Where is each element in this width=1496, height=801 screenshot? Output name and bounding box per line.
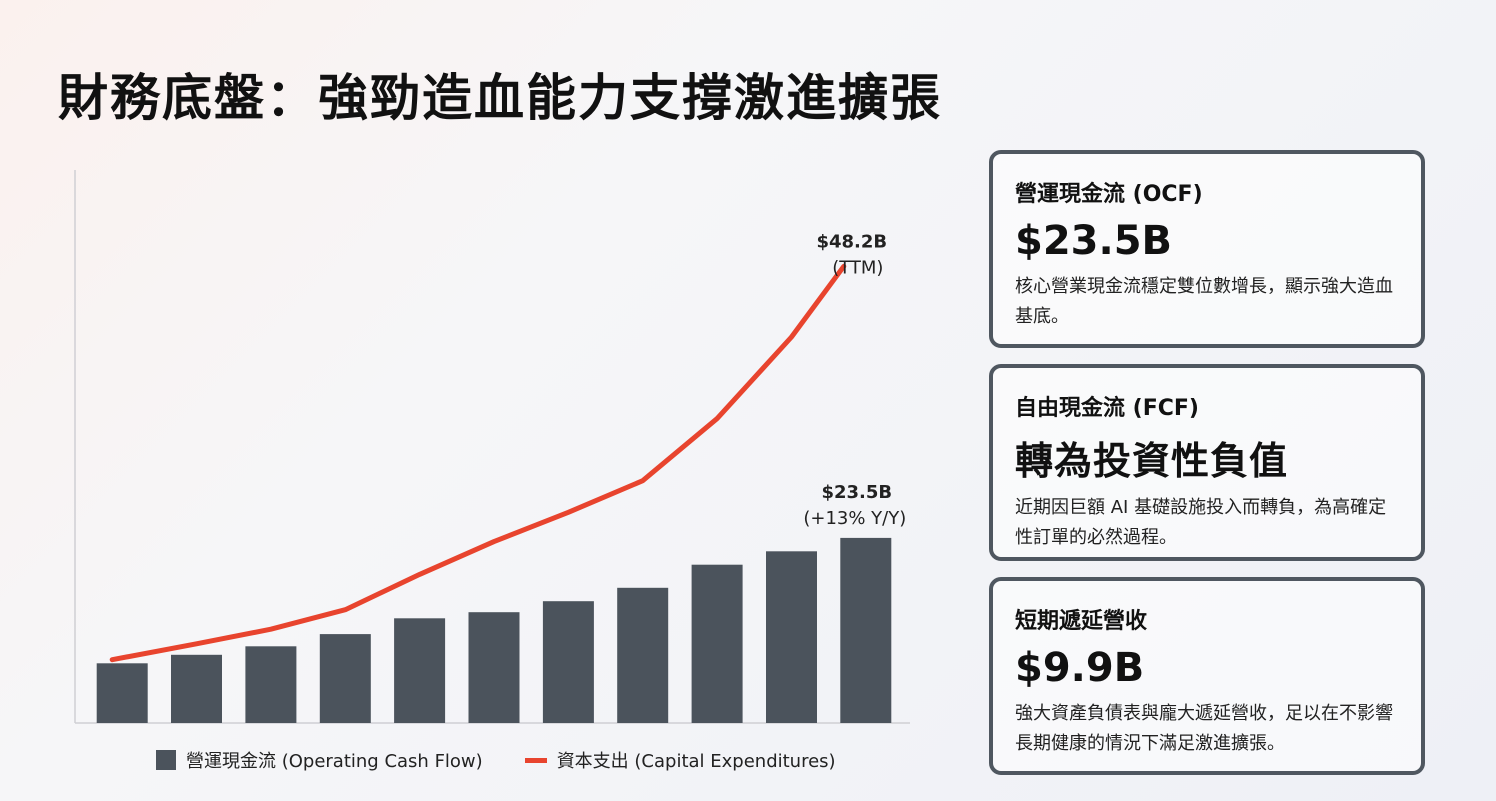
ocf-bar-5 (394, 618, 446, 723)
ocf-bar-3 (245, 646, 297, 723)
ocf-bar-2 (171, 654, 222, 723)
fcf-card-label: 自由現金流 (FCF) (1015, 396, 1199, 421)
ocf-bar-11 (840, 537, 892, 723)
ocf-card-value: $23.5B (1015, 218, 1173, 264)
ocf-bar-8 (617, 587, 669, 723)
ocf-bar-7 (542, 601, 594, 723)
ocf-card-label: 營運現金流 (OCF) (1015, 182, 1203, 207)
fcf-card-value: 轉為投資性負值 (1015, 439, 1289, 483)
deferred-revenue-card: 短期遞延營收 $9.9B 強大資產負債表與龐大遞延營收，足以在不影響長期健康的情… (989, 577, 1425, 775)
legend-ocf-label: 營運現金流 (Operating Cash Flow) (186, 751, 483, 772)
legend-ocf-swatch (156, 750, 176, 770)
capex-line (109, 263, 847, 663)
deferred-revenue-card-desc: 強大資產負債表與龐大遞延營收，足以在不影響長期健康的情況下滿足激進擴張。 (1015, 703, 1393, 754)
chart-legend: 營運現金流 (Operating Cash Flow) 資本支出 (Capita… (156, 747, 836, 773)
deferred-revenue-card-label: 短期遞延營收 (1015, 609, 1148, 634)
capex-note-label: (TTM) (832, 257, 883, 278)
deferred-revenue-card-value: $9.9B (1015, 645, 1145, 691)
ocf-card: 營運現金流 (OCF) $23.5B 核心營業現金流穩定雙位數增長，顯示強大造血… (989, 150, 1425, 348)
ocf-bar-6 (468, 612, 520, 723)
legend-capex-swatch (524, 757, 547, 763)
ocf-card-desc: 核心營業現金流穩定雙位數增長，顯示強大造血基底。 (1015, 276, 1393, 327)
fcf-card: 自由現金流 (FCF) 轉為投資性負值 近期因巨額 AI 基礎設施投入而轉負，為… (989, 364, 1425, 561)
page-title: 財務底盤：強勁造血能力支撐激進擴張 (58, 69, 942, 127)
ocf-value-label: $23.5B (821, 482, 892, 503)
capex-value-label: $48.2B (816, 231, 887, 252)
ocf-bar-10 (766, 551, 817, 723)
ocf-bar-9 (691, 564, 743, 723)
fcf-card-desc: 近期因巨額 AI 基礎設施投入而轉負，為高確定性訂單的必然過程。 (1015, 497, 1387, 548)
ocf-note-label: (+13% Y/Y) (803, 508, 906, 529)
ocf-bar-4 (319, 634, 371, 723)
ocf-bar-1 (96, 663, 148, 723)
legend-capex-label: 資本支出 (Capital Expenditures) (556, 751, 836, 772)
